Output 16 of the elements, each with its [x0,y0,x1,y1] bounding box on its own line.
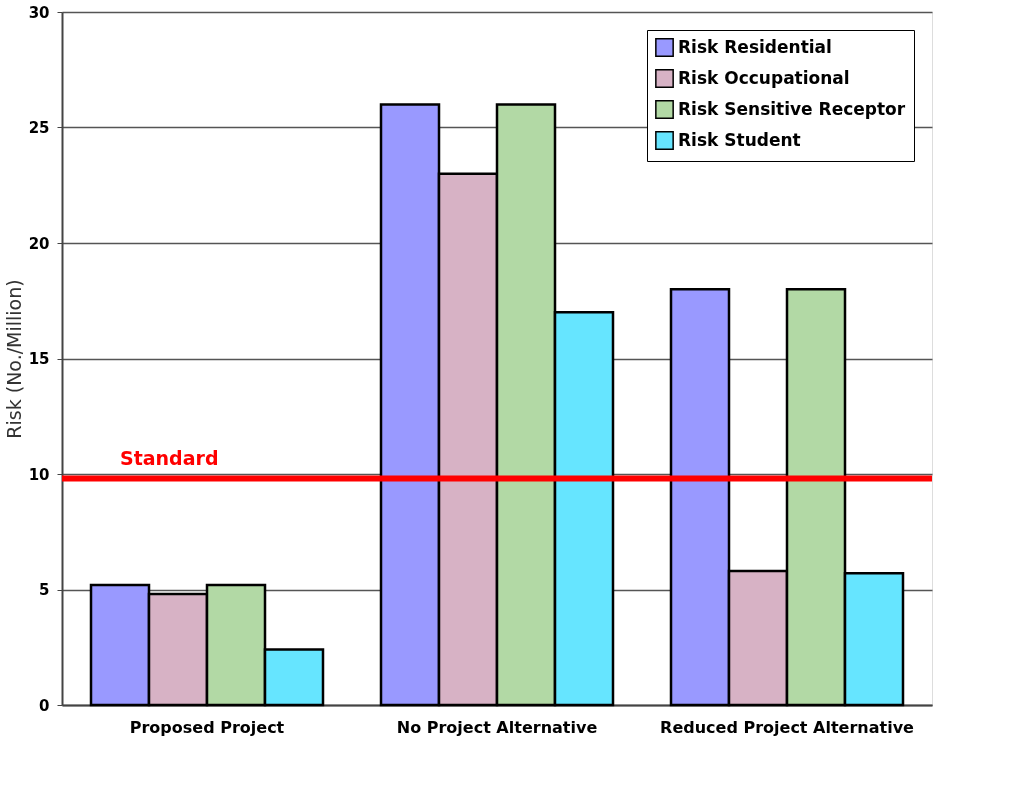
y-tick-label: 20 [28,234,50,253]
x-tick-label: No Project Alternative [396,717,598,737]
ref-line-label: Standard [120,446,219,469]
x-tick-label: Proposed Project [129,717,285,737]
y-tick-label: 25 [28,119,50,137]
legend-label: Risk Student [678,129,801,150]
y-axis-title: Risk (No./Million) [2,279,25,439]
y-tick-label: 5 [39,581,50,599]
y-tick-label: 0 [39,696,50,715]
legend-label: Risk Sensitive Receptor [678,98,906,119]
legend-label: Risk Occupational [678,67,850,88]
y-tick-label: 30 [28,3,50,22]
x-tick-label: Reduced Project Alternative [660,717,915,737]
y-tick-label: 15 [28,350,50,368]
legend-label: Risk Residential [678,36,832,57]
y-tick-label: 10 [28,465,50,484]
